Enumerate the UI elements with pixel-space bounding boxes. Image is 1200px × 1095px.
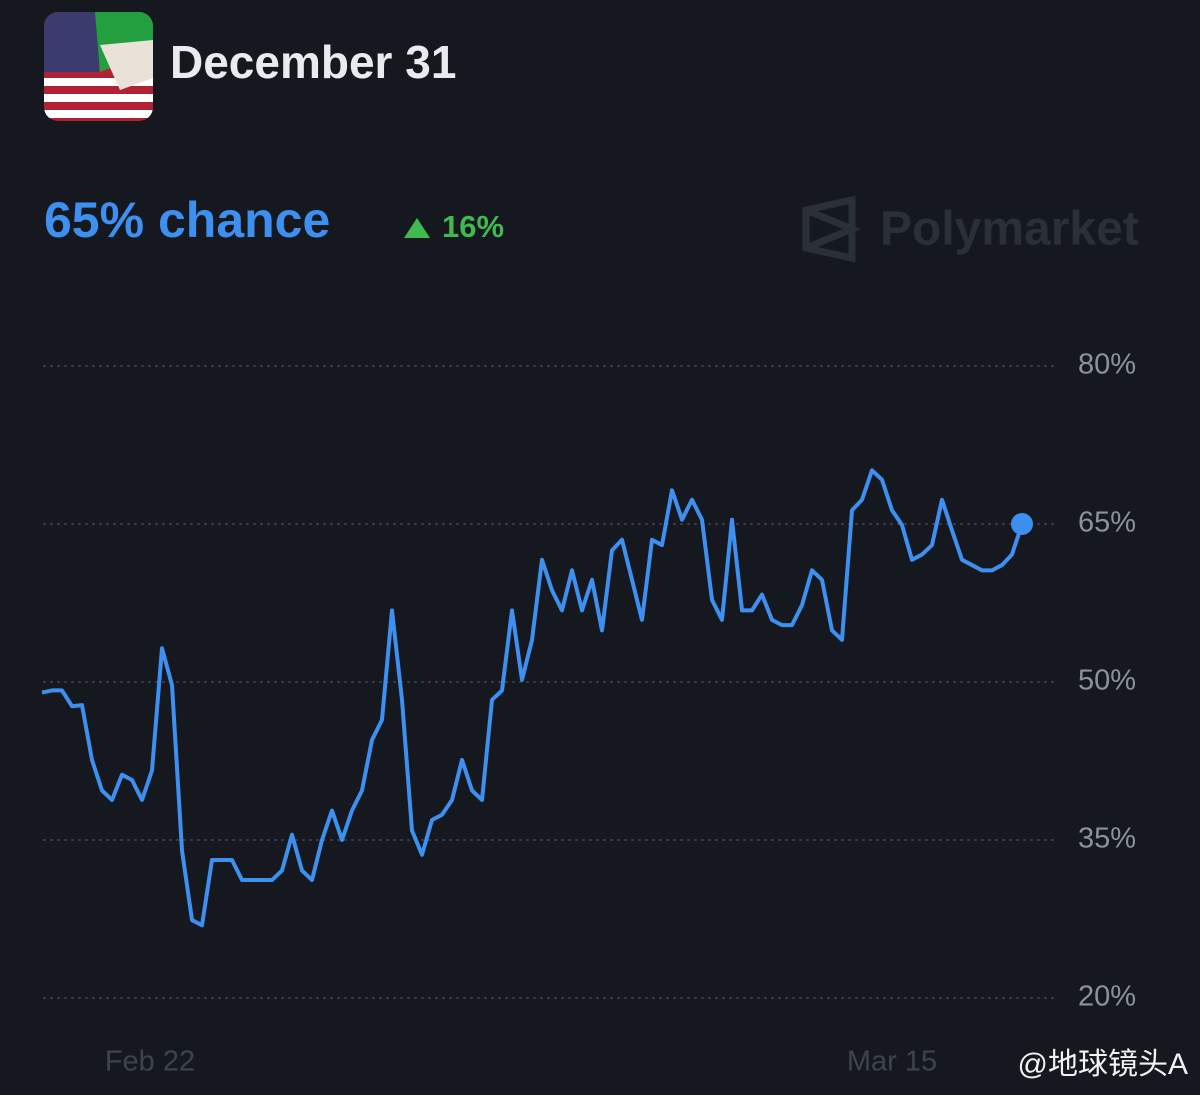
line — [41, 468, 1024, 928]
watermark: @地球镜头A — [1018, 1048, 1188, 1081]
y-tick-label: 20% — [1078, 981, 1136, 1013]
end-point — [1011, 513, 1033, 535]
x-tick-label: Mar 15 — [847, 1046, 937, 1078]
up-arrow — [404, 218, 430, 238]
chance: 65% chance — [44, 192, 330, 248]
y-tick-label: 80% — [1078, 349, 1136, 381]
brand-logo — [802, 195, 862, 263]
title: December 31 — [170, 36, 456, 88]
market-icon — [44, 12, 153, 121]
y-tick-label: 50% — [1078, 665, 1136, 697]
y-tick-label: 65% — [1078, 507, 1136, 539]
change: 16% — [442, 209, 504, 244]
x-tick-label: Feb 22 — [105, 1046, 195, 1078]
y-tick-label: 35% — [1078, 823, 1136, 855]
brand: Polymarket — [880, 203, 1139, 256]
